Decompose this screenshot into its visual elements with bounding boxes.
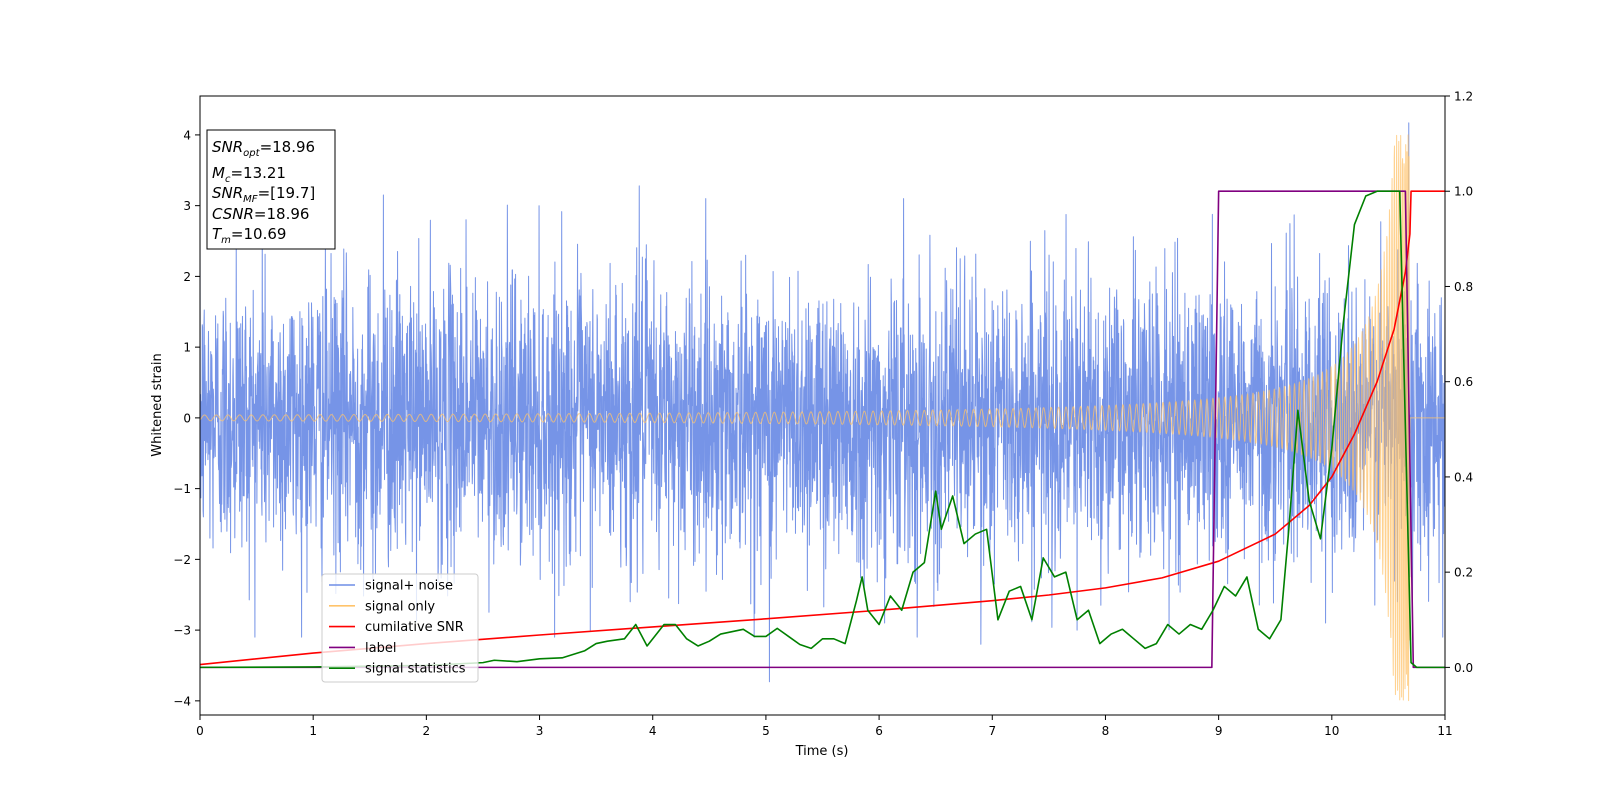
plot-frame xyxy=(199,95,1446,716)
y-tick-label: 1 xyxy=(183,341,191,355)
series-cumulative-snr xyxy=(200,190,1445,666)
annotation-csnr: CSNR=18.96 xyxy=(212,205,309,223)
annotation-mc: Mc=13.21 xyxy=(212,164,286,185)
legend-box xyxy=(321,573,479,683)
y2-tick-label: 0.6 xyxy=(1454,375,1473,389)
x-tick-label: 2 xyxy=(423,724,431,738)
x-tick-label: 11 xyxy=(1437,724,1452,738)
series-signal-noise xyxy=(200,122,1445,683)
y-tick-label: 4 xyxy=(183,128,191,142)
annotation-snr-mf: SNRMF=[19.7] xyxy=(212,184,315,205)
legend-entry: label xyxy=(365,641,396,656)
plot-area xyxy=(200,122,1445,702)
annotation-tm: Tm=10.69 xyxy=(212,225,286,246)
x-tick-label: 3 xyxy=(536,724,544,738)
x-tick-label: 0 xyxy=(196,724,204,738)
series-signal-only xyxy=(200,134,1445,702)
legend-entry: signal statistics xyxy=(365,662,466,677)
y-tick-label: −4 xyxy=(173,694,191,708)
y-tick-label: −1 xyxy=(173,482,191,496)
y2-tick-label: 1.2 xyxy=(1454,90,1473,104)
y2-tick-label: 0.8 xyxy=(1454,280,1473,294)
x-axis-label: Time (s) xyxy=(795,744,849,759)
y2-tick-label: 1.0 xyxy=(1454,185,1473,199)
y-tick-label: 2 xyxy=(183,270,191,284)
x-tick-label: 7 xyxy=(988,724,996,738)
x-tick-label: 8 xyxy=(1102,724,1110,738)
x-tick-label: 6 xyxy=(875,724,883,738)
y2-tick-label: 0.4 xyxy=(1454,470,1473,484)
y-tick-label: 3 xyxy=(183,199,191,213)
y2-tick-label: 0.2 xyxy=(1454,566,1473,580)
x-tick-label: 10 xyxy=(1324,724,1339,738)
x-tick-label: 1 xyxy=(309,724,317,738)
annotation-snr-opt: SNRopt=18.96 xyxy=(212,138,315,159)
y-tick-label: 0 xyxy=(183,411,191,425)
y-tick-label: −3 xyxy=(173,624,191,638)
legend-entry: signal+ noise xyxy=(365,579,453,594)
x-tick-label: 5 xyxy=(762,724,770,738)
legend-entry: cumilative SNR xyxy=(365,620,464,635)
axes: 0 1 2 3 4 5 6 7 8 9 10 11 −4 −3 −2 −1 0 1 2 3 4 0.0 0.2 0.4 0.6 0… xyxy=(173,90,1473,739)
x-tick-label: 4 xyxy=(649,724,657,738)
legend: signal+ noise signal only cumilative SNR la… xyxy=(321,573,479,683)
y-tick-label: −2 xyxy=(173,553,191,567)
y2-tick-label: 0.0 xyxy=(1454,661,1473,675)
legend-entry: signal only xyxy=(365,599,435,614)
series-signal-statistics xyxy=(200,190,1445,669)
annotation-box: SNRopt=18.96 Mc=13.21 SNRMF=[19.7] CSNR=… xyxy=(206,129,336,250)
x-tick-label: 9 xyxy=(1215,724,1223,738)
y-axis-label: Whitened strain xyxy=(150,353,165,456)
